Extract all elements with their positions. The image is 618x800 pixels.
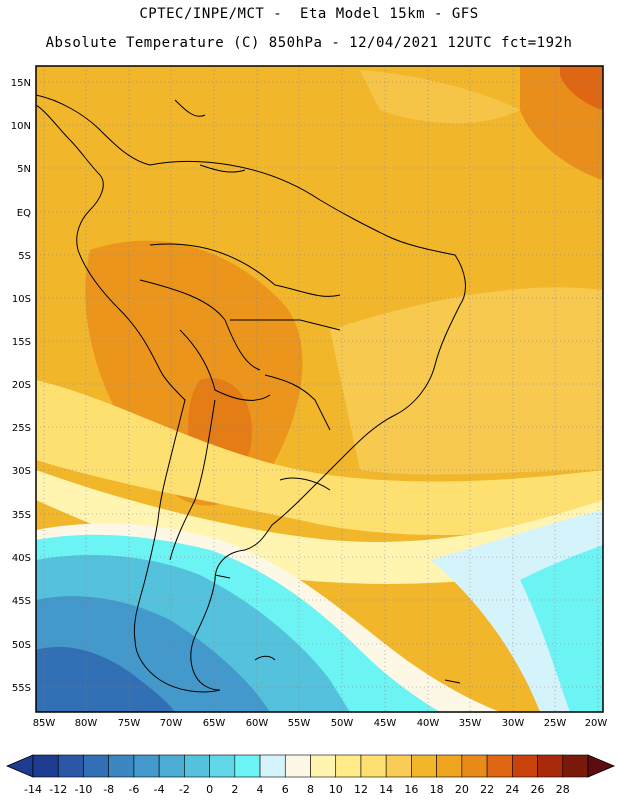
lon-label: 50W (331, 718, 354, 729)
colorbar-label: 12 (354, 783, 368, 796)
colorbar-label: 4 (257, 783, 264, 796)
lon-label: 80W (75, 718, 98, 729)
colorbar-label: 2 (231, 783, 238, 796)
colorbar-swatch (184, 754, 210, 778)
colorbar-swatch (562, 754, 589, 778)
lon-label: 30W (502, 718, 525, 729)
colorbar-swatch (209, 754, 236, 778)
colorbar-swatch (234, 754, 261, 778)
colorbar-right-arrow (587, 754, 616, 778)
colorbar-label: 28 (556, 783, 570, 796)
lat-label: 55S (12, 683, 31, 694)
colorbar-label: 22 (480, 783, 494, 796)
longitude-labels: 85W 80W 75W 70W 65W 60W 55W 50W 45W 40W … (33, 718, 608, 729)
lon-label: 60W (246, 718, 269, 729)
colorbar-label: 20 (455, 783, 469, 796)
lon-label: 65W (203, 718, 226, 729)
colorbar-swatch (32, 754, 59, 778)
map-frame (35, 65, 604, 713)
colorbar-swatch (411, 754, 437, 778)
lat-label: 5S (18, 251, 31, 262)
colorbar-swatch (385, 754, 412, 778)
colorbar-label: 6 (282, 783, 289, 796)
colorbar-label: -4 (154, 783, 165, 796)
colorbar-swatch (158, 754, 185, 778)
colorbar-swatch (83, 754, 109, 778)
lat-label: 35S (12, 510, 31, 521)
colorbar-swatch (335, 754, 362, 778)
colorbar-swatch (108, 754, 135, 778)
colorbar-left-arrow (5, 754, 34, 778)
lat-label: 50S (12, 640, 31, 651)
colorbar-label: -14 (24, 783, 42, 796)
coastlines (36, 94, 466, 693)
lon-label: 70W (160, 718, 183, 729)
colorbar-swatch (360, 754, 387, 778)
colorbar-swatch (133, 754, 160, 778)
colorbar: -14 -12 -10 -8 -6 -4 -2 0 2 4 6 8 10 12 14 16 18 20 22 24 26… (5, 754, 616, 796)
lat-label: 10N (11, 121, 31, 132)
colorbar-label: 16 (404, 783, 418, 796)
lon-label: 25W (544, 718, 567, 729)
colorbar-label: 10 (329, 783, 343, 796)
lat-label: 40S (12, 553, 31, 564)
colorbar-label: -6 (128, 783, 139, 796)
latitude-labels: 15N 10N 5N EQ 5S 10S 15S 20S 25S 30S 35S… (11, 78, 31, 694)
lat-label: EQ (17, 208, 31, 219)
lat-label: 30S (12, 466, 31, 477)
colorbar-label: -2 (179, 783, 190, 796)
map-title-line-1: CPTEC/INPE/MCT - Eta Model 15km - GFS (139, 6, 479, 22)
lat-label: 15N (11, 78, 31, 89)
lat-label: 20S (12, 380, 31, 391)
colorbar-swatch (537, 754, 564, 778)
lat-label: 25S (12, 423, 31, 434)
lat-label: 15S (12, 337, 31, 348)
lon-label: 85W (33, 718, 56, 729)
colorbar-label: 8 (307, 783, 314, 796)
colorbar-label: 14 (379, 783, 393, 796)
lon-label: 75W (118, 718, 141, 729)
lon-label: 40W (417, 718, 440, 729)
lat-label: 5N (17, 164, 31, 175)
lon-label: 20W (585, 718, 608, 729)
colorbar-label: -12 (49, 783, 67, 796)
colorbar-swatch (436, 754, 463, 778)
colorbar-swatch (57, 754, 84, 778)
colorbar-label: -8 (103, 783, 114, 796)
temperature-field (36, 66, 603, 712)
lon-label: 35W (459, 718, 482, 729)
colorbar-swatch (512, 754, 538, 778)
colorbar-label: 26 (531, 783, 545, 796)
colorbar-label: 18 (430, 783, 444, 796)
colorbar-label: -10 (74, 783, 92, 796)
colorbar-swatch (259, 754, 286, 778)
lon-label: 45W (374, 718, 397, 729)
colorbar-swatch (486, 754, 513, 778)
colorbar-swatch (461, 754, 488, 778)
lat-label: 10S (12, 294, 31, 305)
colorbar-swatch (284, 754, 311, 778)
lat-lon-grid (36, 66, 603, 712)
map-title-line-2: Absolute Temperature (C) 850hPa - 12/04/… (45, 35, 573, 51)
colorbar-label: 24 (505, 783, 519, 796)
colorbar-swatch (310, 754, 337, 778)
lon-label: 55W (288, 718, 311, 729)
colorbar-label: 0 (206, 783, 213, 796)
lat-label: 45S (12, 596, 31, 607)
